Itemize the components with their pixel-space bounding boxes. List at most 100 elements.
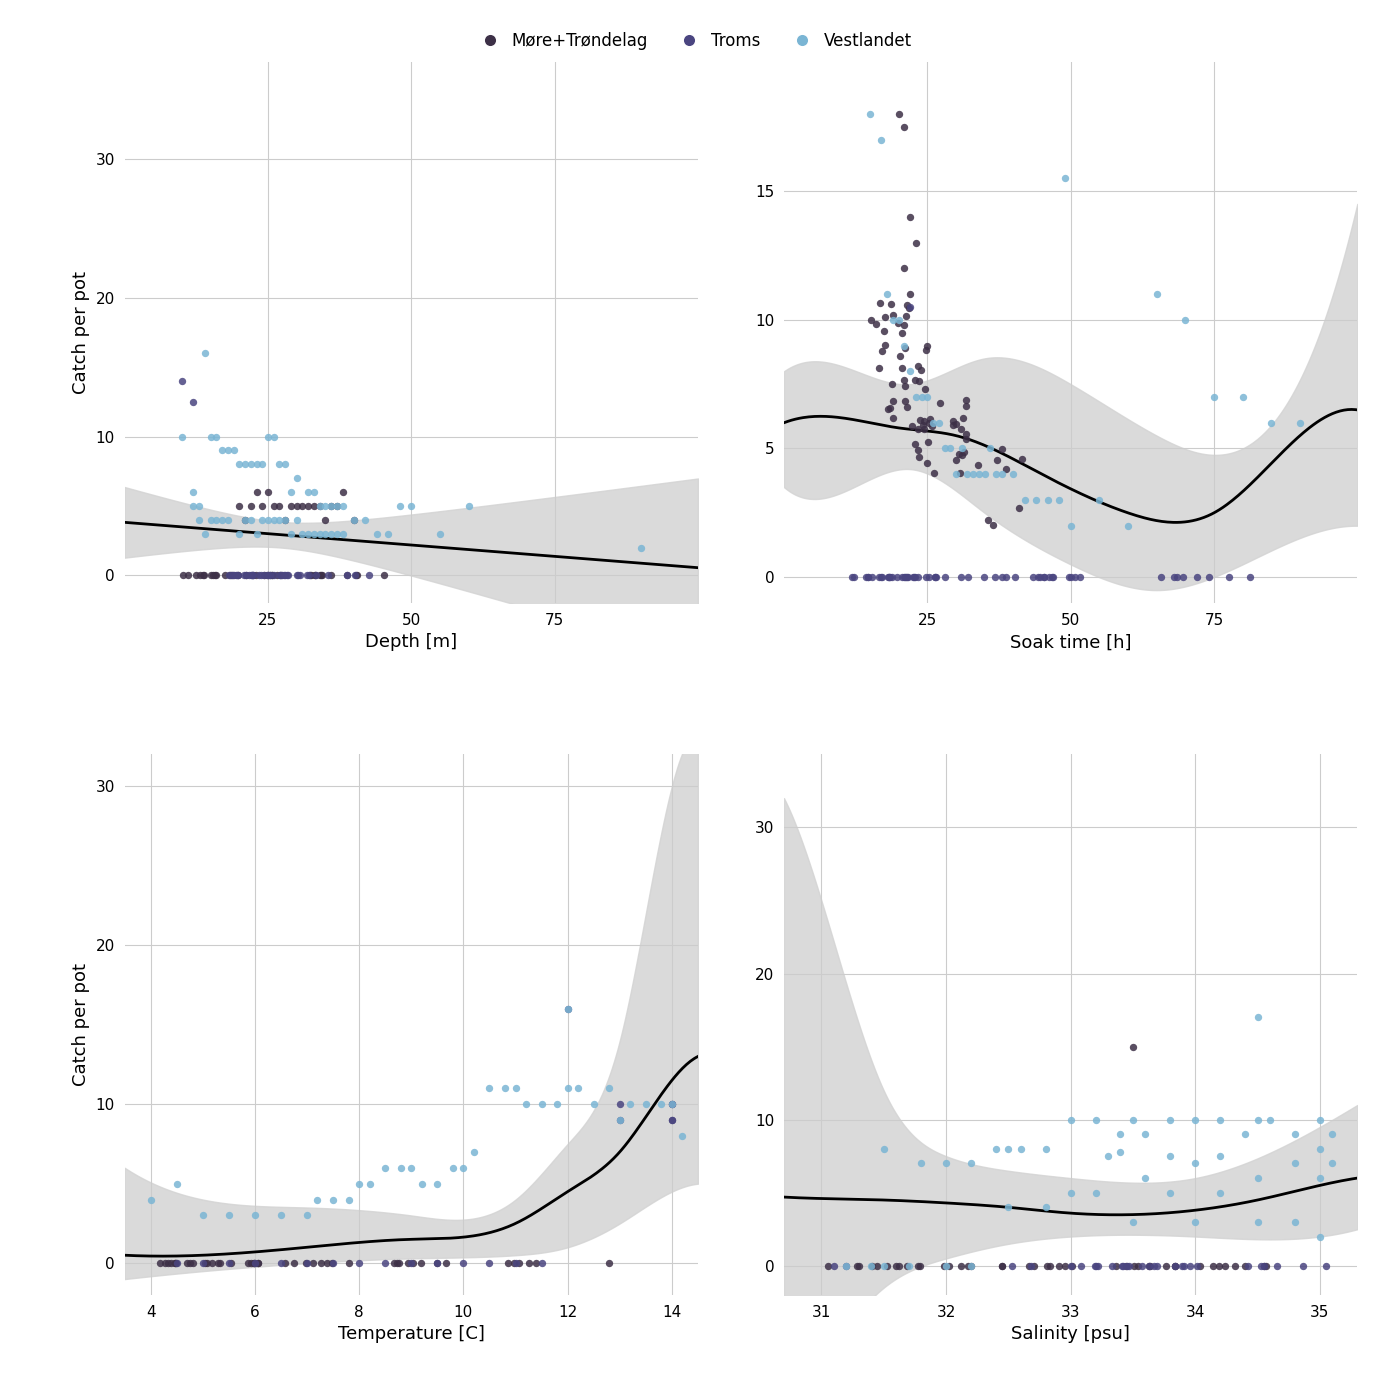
- Point: [199, 508, 222, 530]
- Point: [859, 102, 881, 125]
- Point: [478, 1078, 500, 1100]
- Point: [1036, 1255, 1058, 1277]
- Point: [240, 494, 262, 517]
- Point: [359, 564, 381, 586]
- Point: [247, 1252, 269, 1274]
- Point: [945, 449, 967, 471]
- Point: [892, 368, 914, 391]
- Point: [907, 355, 929, 377]
- Point: [1019, 1255, 1042, 1277]
- Point: [609, 1093, 632, 1115]
- Point: [283, 1252, 305, 1274]
- Point: [896, 566, 918, 589]
- Point: [223, 564, 245, 586]
- Point: [953, 442, 975, 464]
- Point: [1246, 1210, 1269, 1233]
- Point: [990, 1255, 1012, 1277]
- Point: [166, 1173, 188, 1195]
- Point: [442, 1156, 464, 1179]
- Point: [985, 566, 1007, 589]
- Point: [954, 424, 976, 446]
- Point: [525, 1252, 547, 1274]
- Point: [1184, 1108, 1206, 1130]
- Point: [287, 564, 309, 586]
- Point: [557, 1078, 579, 1100]
- Point: [366, 522, 388, 544]
- Point: [373, 564, 395, 586]
- Point: [1042, 566, 1064, 589]
- Point: [320, 564, 342, 586]
- Point: [345, 564, 367, 586]
- Point: [309, 522, 331, 544]
- Point: [1109, 1123, 1132, 1145]
- Point: [170, 370, 193, 392]
- Point: [331, 494, 353, 517]
- Point: [1173, 1255, 1195, 1277]
- Point: [183, 494, 205, 517]
- Point: [985, 1137, 1007, 1159]
- Point: [997, 1197, 1019, 1219]
- Point: [557, 997, 579, 1019]
- Legend: Møre+Trøndelag, Troms, Vestlandet: Møre+Trøndelag, Troms, Vestlandet: [467, 25, 918, 57]
- Point: [199, 564, 222, 586]
- Point: [855, 566, 877, 589]
- Point: [899, 206, 921, 229]
- Point: [188, 508, 211, 530]
- Point: [256, 481, 278, 503]
- Point: [985, 463, 1007, 485]
- Point: [960, 1255, 982, 1277]
- Point: [888, 102, 910, 125]
- Point: [1130, 1255, 1152, 1277]
- Point: [875, 1255, 897, 1277]
- Point: [933, 438, 956, 460]
- Point: [1084, 1108, 1107, 1130]
- Point: [194, 342, 216, 364]
- Point: [922, 411, 945, 434]
- Point: [994, 566, 1017, 589]
- Point: [929, 392, 951, 414]
- Point: [274, 508, 296, 530]
- Point: [992, 566, 1014, 589]
- Point: [1170, 1255, 1192, 1277]
- Point: [504, 1252, 526, 1274]
- Point: [939, 1255, 961, 1277]
- Point: [609, 1109, 632, 1132]
- Point: [209, 1252, 231, 1274]
- Point: [566, 1078, 589, 1100]
- Point: [504, 1078, 526, 1100]
- Point: [269, 564, 291, 586]
- Point: [215, 564, 237, 586]
- Point: [878, 566, 900, 589]
- Point: [963, 463, 985, 485]
- Point: [343, 508, 366, 530]
- Point: [388, 1252, 410, 1274]
- Point: [348, 1252, 370, 1274]
- Y-axis label: Catch per pot: Catch per pot: [72, 963, 90, 1086]
- Point: [967, 453, 989, 475]
- Point: [251, 494, 273, 517]
- Point: [957, 566, 979, 589]
- Point: [211, 439, 233, 461]
- Point: [903, 432, 925, 454]
- Point: [355, 508, 377, 530]
- Point: [915, 335, 938, 357]
- Point: [885, 1255, 907, 1277]
- Point: [234, 508, 256, 530]
- Point: [242, 564, 265, 586]
- Point: [960, 1255, 982, 1277]
- Point: [1217, 566, 1240, 589]
- Point: [457, 494, 479, 517]
- Point: [960, 1152, 982, 1174]
- Point: [1224, 1255, 1246, 1277]
- Point: [1101, 1255, 1123, 1277]
- Point: [1060, 1181, 1082, 1204]
- Point: [240, 1252, 262, 1274]
- Point: [229, 522, 251, 544]
- Point: [933, 566, 956, 589]
- Point: [661, 1109, 683, 1132]
- Point: [1060, 566, 1082, 589]
- Point: [1069, 1255, 1091, 1277]
- Point: [1035, 1137, 1057, 1159]
- Point: [280, 494, 302, 517]
- Point: [397, 1252, 420, 1274]
